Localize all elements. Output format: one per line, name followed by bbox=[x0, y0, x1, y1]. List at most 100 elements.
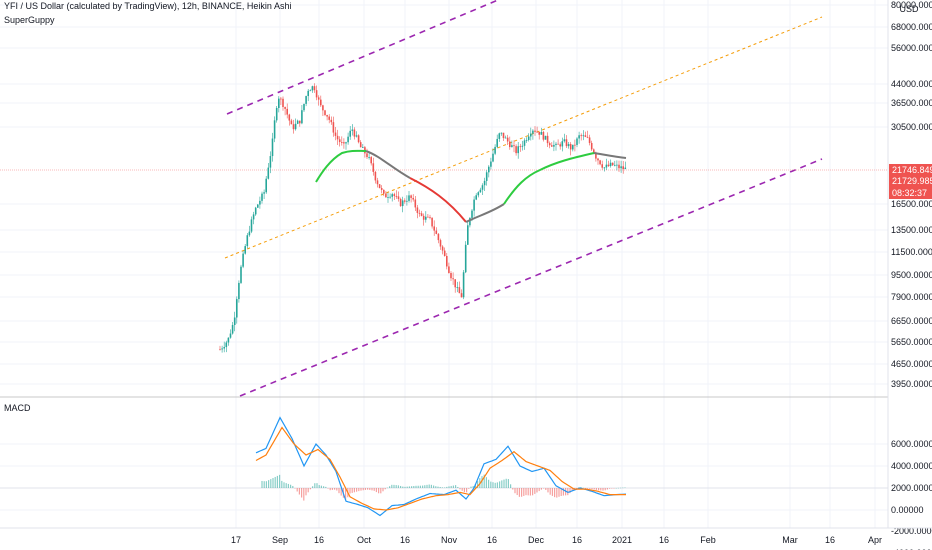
candle-body bbox=[246, 235, 249, 247]
macd-hist-bar bbox=[527, 488, 529, 496]
candle-body bbox=[479, 189, 482, 193]
macd-hist-bar bbox=[382, 488, 384, 492]
candle-body bbox=[336, 135, 339, 140]
price-tag-bg bbox=[889, 164, 932, 176]
candle-body bbox=[586, 136, 589, 138]
candle-body bbox=[301, 110, 303, 124]
candle-body bbox=[565, 139, 568, 147]
candle-body bbox=[387, 197, 389, 198]
candle-body bbox=[341, 142, 343, 143]
macd-hist-bar bbox=[303, 488, 305, 501]
macd-hist-bar bbox=[378, 488, 380, 494]
time-tick-label: 16 bbox=[314, 535, 324, 545]
candle-body bbox=[355, 135, 358, 137]
macd-hist-bar bbox=[362, 488, 364, 491]
candle-body bbox=[223, 347, 225, 349]
super-guppy-ma bbox=[315, 149, 627, 223]
macd-hist-bar bbox=[496, 482, 498, 488]
channel-upper-line[interactable] bbox=[226, 0, 499, 115]
macd-hist-bar bbox=[413, 486, 415, 488]
macd-hist-bar bbox=[369, 488, 371, 490]
macd-hist-bar bbox=[411, 486, 413, 488]
channel-lower-line[interactable] bbox=[239, 158, 823, 397]
time-tick-label: Mar bbox=[782, 535, 798, 545]
macd-hist-bar bbox=[578, 487, 580, 488]
candle-body bbox=[515, 146, 517, 154]
candle-body bbox=[582, 135, 585, 137]
macd-label[interactable]: MACD bbox=[4, 403, 31, 413]
candle-body bbox=[349, 130, 351, 137]
candle-body bbox=[496, 138, 498, 147]
macd-hist-bar bbox=[624, 487, 626, 489]
candle-body bbox=[506, 137, 509, 142]
candle-body bbox=[569, 144, 572, 150]
candle-body bbox=[351, 129, 354, 131]
time-tick-label: 2021 bbox=[612, 535, 632, 545]
candle-body bbox=[416, 207, 419, 213]
channel-midline[interactable] bbox=[224, 16, 823, 259]
macd-hist-bar bbox=[452, 485, 454, 488]
candle-body bbox=[561, 141, 564, 147]
candle-body bbox=[296, 120, 299, 124]
time-tick-label: 16 bbox=[659, 535, 669, 545]
candle-body bbox=[244, 246, 246, 254]
macd-hist-bar bbox=[472, 486, 474, 488]
candle-body bbox=[412, 197, 414, 200]
macd-hist-bar bbox=[298, 488, 300, 495]
candle-body bbox=[622, 166, 624, 170]
time-tick-label: 16 bbox=[572, 535, 582, 545]
candle-body bbox=[233, 317, 236, 326]
candle-body bbox=[236, 299, 238, 318]
candle-body bbox=[221, 348, 223, 350]
indicator-label[interactable]: SuperGuppy bbox=[4, 15, 55, 25]
candle-body bbox=[488, 166, 490, 173]
macd-hist-bar bbox=[395, 485, 397, 488]
candle-body bbox=[437, 233, 440, 241]
macd-hist-bar bbox=[296, 488, 298, 492]
candle-body bbox=[431, 217, 433, 227]
candle-body bbox=[574, 144, 576, 146]
macd-hist-bar bbox=[373, 488, 375, 491]
macd-hist-bar bbox=[441, 487, 443, 488]
candle-body bbox=[450, 273, 452, 279]
macd-hist-bar bbox=[349, 488, 351, 494]
macd-hist-bar bbox=[265, 481, 267, 488]
price-axis[interactable]: 80000.00000 68000.00000 56000.00000 44000.0… bbox=[891, 0, 932, 389]
macd-hist-bar bbox=[318, 485, 320, 488]
macd-hist-bar bbox=[507, 479, 509, 488]
macd-hist-bar bbox=[589, 488, 591, 489]
candle-body bbox=[498, 133, 501, 139]
price-tick-label: 44000.00000 bbox=[891, 79, 932, 89]
candle-body bbox=[254, 207, 257, 215]
macd-hist-bar bbox=[417, 485, 419, 488]
macd-hist-bar bbox=[283, 482, 285, 488]
trend-lines[interactable] bbox=[224, 0, 823, 397]
candle-body bbox=[303, 103, 305, 111]
candle-body bbox=[448, 266, 450, 274]
candle-body bbox=[460, 293, 463, 298]
candle-body bbox=[490, 161, 492, 167]
macd-hist-bar bbox=[582, 487, 584, 489]
candle-body bbox=[504, 137, 507, 139]
macd-hist-bar bbox=[549, 488, 551, 495]
candle-body bbox=[521, 145, 524, 147]
ma-segment-gray-2 bbox=[465, 203, 505, 223]
candle-body bbox=[471, 210, 473, 218]
price-tick-label: 4650.00000 bbox=[891, 359, 932, 369]
macd-hist-bar bbox=[556, 488, 558, 498]
time-axis[interactable]: 17 Sep 16 Oct 16 Nov 16 Dec 16 2021 16 Feb Mar 16 Apr bbox=[231, 535, 882, 545]
candle-body bbox=[462, 272, 465, 298]
candle-body bbox=[435, 230, 438, 234]
ma-segment-gray-1 bbox=[365, 150, 411, 179]
candle-body bbox=[492, 153, 494, 162]
time-tick-label: 16 bbox=[400, 535, 410, 545]
price-axis-bg[interactable] bbox=[888, 0, 932, 528]
macd-hist-bar bbox=[281, 480, 283, 488]
candle-body bbox=[393, 194, 396, 197]
candle-body bbox=[290, 120, 293, 125]
candle-body bbox=[485, 172, 488, 181]
macd-tick-label: 2000.00000 bbox=[891, 483, 932, 493]
candle-body bbox=[519, 146, 522, 148]
macd-axis[interactable]: 6000.00000 4000.00000 2000.00000 0.00000 -20… bbox=[891, 439, 932, 550]
